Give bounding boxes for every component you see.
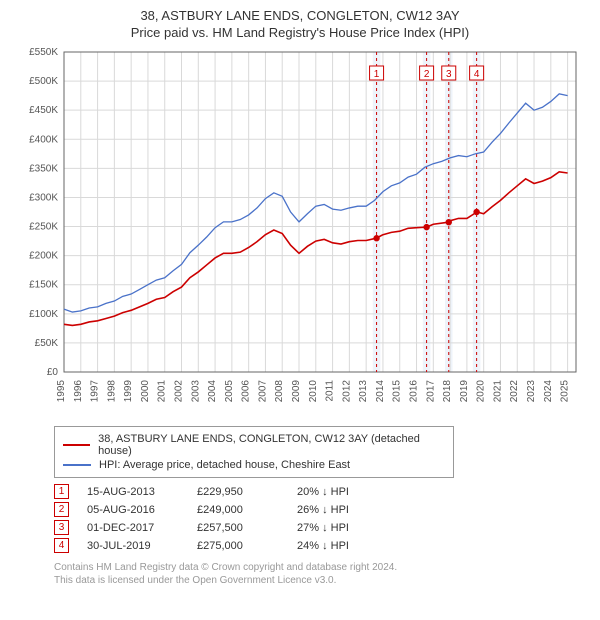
attribution-line: Contains HM Land Registry data © Crown c…: [54, 561, 584, 574]
x-axis-label: 2005: [224, 380, 235, 403]
x-axis-label: 2008: [274, 380, 285, 403]
sale-price: £229,950: [197, 486, 297, 498]
sale-date: 30-JUL-2019: [87, 540, 197, 552]
y-axis-label: £150K: [29, 280, 58, 291]
x-axis-label: 2024: [543, 380, 554, 403]
x-axis-label: 1997: [90, 380, 101, 403]
sale-diff: 27% ↓ HPI: [297, 522, 387, 534]
sale-dot: [446, 219, 452, 225]
x-axis-label: 1995: [56, 380, 67, 403]
x-axis-label: 2013: [358, 380, 369, 403]
x-axis-label: 2014: [375, 380, 386, 403]
x-axis-label: 1996: [73, 380, 84, 403]
sale-diff: 24% ↓ HPI: [297, 540, 387, 552]
x-axis-label: 2022: [509, 380, 520, 403]
sale-dot: [473, 209, 479, 215]
page-title: 38, ASTBURY LANE ENDS, CONGLETON, CW12 3…: [16, 8, 584, 23]
x-axis-label: 2016: [409, 380, 420, 403]
legend-item: 38, ASTBURY LANE ENDS, CONGLETON, CW12 3…: [63, 433, 445, 457]
sale-marker-box: 3: [54, 520, 69, 535]
sales-table: 1 15-AUG-2013£229,95020% ↓ HPI 2 05-AUG-201…: [54, 484, 584, 553]
sale-marker-box: 2: [54, 502, 69, 517]
table-row: 2 05-AUG-2016£249,00026% ↓ HPI: [54, 502, 584, 517]
x-axis-label: 2015: [392, 380, 403, 403]
x-axis-label: 2020: [476, 380, 487, 403]
x-axis-label: 2011: [325, 380, 336, 402]
legend: 38, ASTBURY LANE ENDS, CONGLETON, CW12 3…: [54, 426, 454, 478]
table-row: 4 30-JUL-2019£275,00024% ↓ HPI: [54, 538, 584, 553]
x-axis-label: 2021: [492, 380, 503, 403]
sale-marker-number: 1: [374, 69, 380, 80]
sale-marker-number: 2: [424, 69, 430, 80]
y-axis-label: £350K: [29, 163, 58, 174]
table-row: 3 01-DEC-2017£257,50027% ↓ HPI: [54, 520, 584, 535]
x-axis-label: 2002: [174, 380, 185, 403]
sale-dot: [423, 224, 429, 230]
sale-marker-box: 1: [54, 484, 69, 499]
y-axis-label: £0: [47, 367, 59, 378]
sale-date: 15-AUG-2013: [87, 486, 197, 498]
attribution: Contains HM Land Registry data © Crown c…: [54, 561, 584, 587]
legend-swatch: [63, 464, 91, 466]
y-axis-label: £450K: [29, 105, 58, 116]
y-axis-label: £400K: [29, 134, 58, 145]
attribution-line: This data is licensed under the Open Gov…: [54, 574, 584, 587]
legend-label: 38, ASTBURY LANE ENDS, CONGLETON, CW12 3…: [98, 433, 445, 457]
y-axis-label: £300K: [29, 192, 58, 203]
sale-diff: 26% ↓ HPI: [297, 504, 387, 516]
y-axis-label: £250K: [29, 222, 58, 233]
x-axis-label: 2006: [241, 380, 252, 403]
sale-date: 05-AUG-2016: [87, 504, 197, 516]
x-axis-label: 1998: [106, 380, 117, 403]
x-axis-label: 2000: [140, 380, 151, 403]
page-subtitle: Price paid vs. HM Land Registry's House …: [16, 25, 584, 40]
x-axis-label: 1999: [123, 380, 134, 403]
x-axis-label: 2010: [308, 380, 319, 403]
x-axis-label: 2003: [190, 380, 201, 403]
legend-item: HPI: Average price, detached house, Ches…: [63, 459, 445, 471]
y-axis-label: £550K: [29, 47, 58, 58]
sale-price: £275,000: [197, 540, 297, 552]
y-axis-label: £100K: [29, 309, 58, 320]
legend-label: HPI: Average price, detached house, Ches…: [99, 459, 350, 471]
sale-dot: [373, 235, 379, 241]
x-axis-label: 2018: [442, 380, 453, 403]
sale-diff: 20% ↓ HPI: [297, 486, 387, 498]
x-axis-label: 2025: [560, 380, 571, 403]
y-axis-label: £500K: [29, 76, 58, 87]
sale-date: 01-DEC-2017: [87, 522, 197, 534]
sale-price: £257,500: [197, 522, 297, 534]
x-axis-label: 2007: [257, 380, 268, 403]
sale-marker-number: 4: [474, 69, 480, 80]
x-axis-label: 2017: [425, 380, 436, 403]
price-chart: £0 £50K £100K £150K £200K £250K £300K £350K £400…: [16, 46, 584, 416]
x-axis-label: 2023: [526, 380, 537, 403]
x-axis-label: 2009: [291, 380, 302, 403]
sale-marker-box: 4: [54, 538, 69, 553]
legend-swatch: [63, 444, 90, 446]
x-axis-label: 2012: [341, 380, 352, 403]
y-axis-label: £50K: [35, 338, 59, 349]
y-axis-label: £200K: [29, 251, 58, 262]
x-axis-label: 2001: [157, 380, 168, 403]
x-axis-label: 2019: [459, 380, 470, 403]
sale-marker-number: 3: [446, 69, 452, 80]
x-axis-label: 2004: [207, 380, 218, 403]
sale-price: £249,000: [197, 504, 297, 516]
table-row: 1 15-AUG-2013£229,95020% ↓ HPI: [54, 484, 584, 499]
